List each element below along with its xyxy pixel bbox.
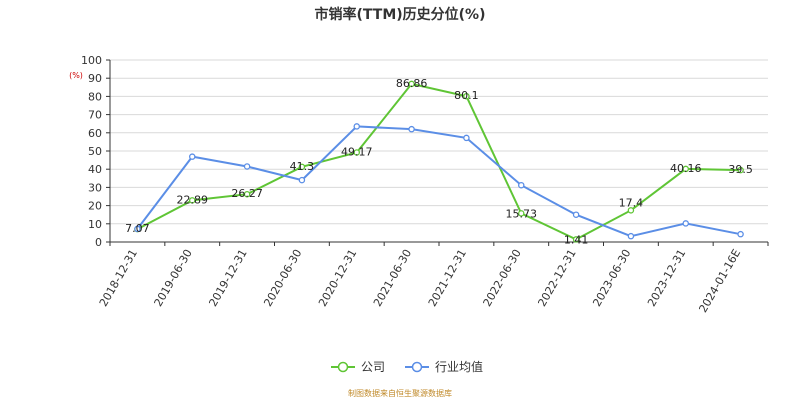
y-tick-label: 50 <box>88 145 102 158</box>
data-point[interactable] <box>518 210 525 217</box>
y-tick-label: 80 <box>88 90 102 103</box>
x-tick-label: 2021-12-31 <box>426 247 469 309</box>
data-point[interactable] <box>188 197 196 204</box>
x-tick-label: 2023-06-30 <box>590 247 633 309</box>
data-point[interactable] <box>408 125 415 133</box>
x-tick-label: 2022-06-30 <box>481 247 524 309</box>
data-label: 1.41 <box>564 233 589 246</box>
data-label: 86.86 <box>396 77 428 90</box>
x-tick-label: 2019-06-30 <box>152 247 195 309</box>
legend-label[interactable]: 行业均值 <box>435 359 483 374</box>
data-point[interactable] <box>353 149 360 156</box>
x-tick-label: 2024-01-16E <box>696 247 743 315</box>
data-point[interactable] <box>408 80 415 88</box>
series-group <box>134 80 744 243</box>
x-tick-label: 2021-06-30 <box>371 247 414 309</box>
data-point[interactable] <box>298 176 306 184</box>
x-tick-label: 2023-12-31 <box>645 247 688 309</box>
y-tick-label: 70 <box>88 109 102 122</box>
data-point[interactable] <box>737 166 744 174</box>
data-label: 39.5 <box>728 163 753 176</box>
data-label: 7.07 <box>125 222 150 235</box>
y-tick-label: 100 <box>81 54 102 67</box>
legend-label[interactable]: 公司 <box>361 360 385 374</box>
x-tick-label: 2018-12-31 <box>97 247 140 309</box>
data-label: 17.4 <box>619 196 644 209</box>
y-tick-label: 30 <box>88 181 102 194</box>
data-point[interactable] <box>134 225 141 233</box>
data-label: 49.17 <box>341 146 373 159</box>
data-point[interactable] <box>518 181 525 189</box>
data-point[interactable] <box>682 220 690 227</box>
series-line-0 <box>136 82 741 241</box>
data-point[interactable] <box>572 236 580 243</box>
data-point[interactable] <box>737 230 744 238</box>
y-axis-ticks: 0 10 20 30 40 50 60 70 80 90 100 <box>81 54 110 249</box>
x-tick-label: 2019-12-31 <box>206 247 249 309</box>
data-point[interactable] <box>243 190 251 198</box>
y-tick-label: 20 <box>88 200 102 213</box>
data-point[interactable] <box>463 134 470 142</box>
data-point[interactable] <box>572 211 580 218</box>
data-point[interactable] <box>627 207 635 214</box>
x-tick-label: 2020-12-31 <box>316 247 359 309</box>
data-label: 22.89 <box>177 193 209 206</box>
data-point[interactable] <box>463 92 470 100</box>
series-line-1 <box>136 125 741 238</box>
data-point[interactable] <box>243 163 251 170</box>
chart-title: 市销率(TTM)历史分位(%) <box>315 6 486 23</box>
legend-swatch-marker[interactable] <box>411 361 423 373</box>
data-point[interactable] <box>353 123 360 130</box>
data-label: 26.27 <box>231 187 263 200</box>
y-axis-unit: (%) <box>69 71 83 80</box>
data-label: 80.1 <box>454 89 479 102</box>
source-note: 制图数据来自恒生聚源数据库 <box>348 388 452 398</box>
data-labels: 7.07 22.89 26.27 41.3 49.17 86.86 80.1 15.73 1.4… <box>125 77 753 247</box>
x-axis-ticks: 2018-12-31 2019-06-30 2019-12-31 2020-06-30… <box>97 242 769 315</box>
y-tick-label: 60 <box>88 127 102 140</box>
data-point[interactable] <box>298 163 306 171</box>
data-label: 15.73 <box>506 207 538 220</box>
data-label: 41.3 <box>290 160 315 173</box>
data-point[interactable] <box>188 153 196 160</box>
y-tick-label: 40 <box>88 163 102 176</box>
legend[interactable]: 公司 行业均值 <box>331 359 483 374</box>
data-label: 40.16 <box>670 162 702 175</box>
data-point[interactable] <box>627 232 635 240</box>
y-tick-label: 10 <box>88 218 102 231</box>
x-tick-label: 2022-12-31 <box>535 247 578 309</box>
x-tick-label: 2020-06-30 <box>261 247 304 309</box>
legend-swatch-marker[interactable] <box>337 361 349 373</box>
y-tick-label: 0 <box>95 236 102 249</box>
y-tick-label: 90 <box>88 72 102 85</box>
data-point[interactable] <box>682 165 690 173</box>
